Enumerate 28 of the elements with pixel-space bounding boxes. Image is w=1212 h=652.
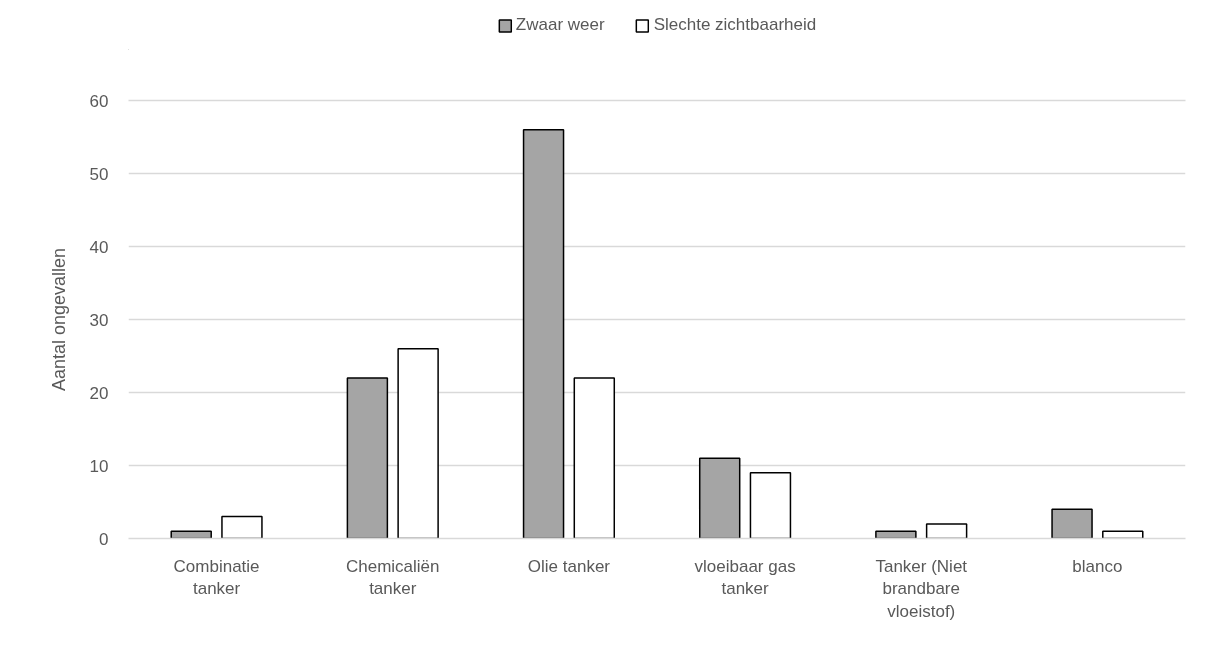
y-tick-label: 50	[89, 164, 109, 184]
bar	[698, 457, 741, 539]
bar	[573, 377, 616, 539]
bar	[221, 515, 263, 539]
bar	[925, 523, 968, 539]
y-tick-label: 0	[99, 529, 109, 549]
y-tick-label: 30	[89, 310, 109, 330]
x-tick-label: Tanker (Niet brandbare vloeistof)	[875, 556, 968, 622]
bar	[397, 347, 439, 539]
y-axis-title: Aantal ongevallen	[48, 247, 69, 392]
x-tick-label: blanco	[1072, 556, 1123, 576]
x-tick-label: vloeibaar gas tanker	[694, 556, 796, 599]
bar	[875, 530, 917, 539]
bar	[522, 128, 565, 539]
bar	[346, 377, 389, 539]
legend-label: Slechte zichtbaarheid	[653, 15, 817, 35]
bar	[170, 530, 212, 539]
bar	[749, 472, 792, 539]
y-tick-label: 60	[89, 91, 109, 111]
bar	[1102, 530, 1144, 539]
x-tick-label: Olie tanker	[527, 556, 611, 576]
bar	[1051, 508, 1093, 539]
x-tick-label: Chemicaliën tanker	[345, 556, 440, 599]
x-tick-label: Combinatie tanker	[173, 556, 260, 599]
y-tick-label: 10	[89, 456, 109, 476]
y-tick-label: 40	[89, 237, 109, 257]
legend-label: Zwaar weer	[515, 15, 605, 35]
y-tick-label: 20	[89, 383, 109, 403]
